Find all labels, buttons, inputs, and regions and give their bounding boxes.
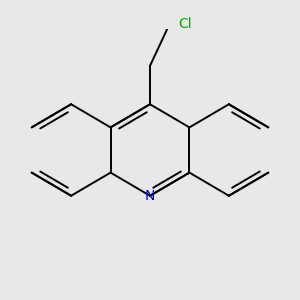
Text: Cl: Cl <box>178 17 191 31</box>
Text: N: N <box>145 189 155 203</box>
